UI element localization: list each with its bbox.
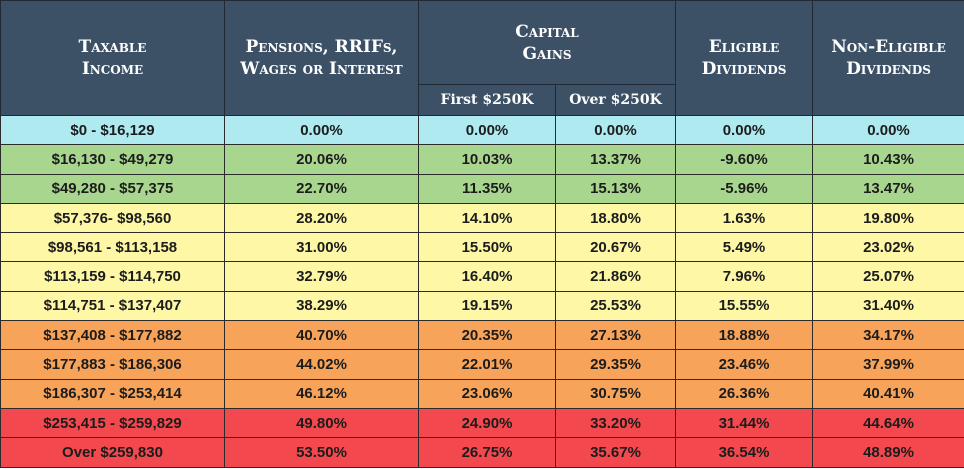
table-row: $114,751 - $137,407 38.29% 19.15% 25.53% 15.… <box>0 290 964 322</box>
header-capital-gains: Capital Gains <box>418 0 676 85</box>
cell-eligible-dividends: 15.55% <box>675 290 813 322</box>
cell-eligible-dividends: 5.49% <box>675 232 813 263</box>
table-row: $0 - $16,129 0.00% 0.00% 0.00% 0.00% 0.00% <box>0 114 964 146</box>
cell-taxable-income: $114,751 - $137,407 <box>0 290 225 322</box>
cell-eligible-dividends: 0.00% <box>675 114 813 146</box>
cell-taxable-income: $186,307 - $253,414 <box>0 378 225 409</box>
cell-non-eligible-dividends: 19.80% <box>812 202 964 234</box>
table-row: $186,307 - $253,414 46.12% 23.06% 30.75% 26.… <box>0 378 964 409</box>
cell-capital-gains-over-250k: 27.13% <box>555 320 676 351</box>
cell-taxable-income: $16,130 - $49,279 <box>0 144 225 175</box>
header-over-250k: Over $250K <box>555 84 676 116</box>
cell-capital-gains-first-250k: 16.40% <box>418 261 556 292</box>
cell-taxable-income: $0 - $16,129 <box>0 114 225 146</box>
cell-capital-gains-first-250k: 11.35% <box>418 173 556 204</box>
cell-taxable-income: Over $259,830 <box>0 437 225 468</box>
cell-taxable-income: $177,883 - $186,306 <box>0 349 225 380</box>
cell-pensions-rate: 31.00% <box>224 232 419 263</box>
cell-eligible-dividends: 23.46% <box>675 349 813 380</box>
cell-capital-gains-first-250k: 19.15% <box>418 290 556 322</box>
table-row: $177,883 - $186,306 44.02% 22.01% 29.35% 23.… <box>0 349 964 380</box>
cell-pensions-rate: 22.70% <box>224 173 419 204</box>
cell-pensions-rate: 20.06% <box>224 144 419 175</box>
table-row: Over $259,830 53.50% 26.75% 35.67% 36.54% 48.… <box>0 437 964 468</box>
cell-non-eligible-dividends: 25.07% <box>812 261 964 292</box>
cell-pensions-rate: 49.80% <box>224 407 419 439</box>
cell-capital-gains-first-250k: 20.35% <box>418 320 556 351</box>
table-row: $137,408 - $177,882 40.70% 20.35% 27.13% 18.… <box>0 320 964 351</box>
cell-eligible-dividends: 1.63% <box>675 202 813 234</box>
cell-capital-gains-over-250k: 0.00% <box>555 114 676 146</box>
cell-capital-gains-over-250k: 13.37% <box>555 144 676 175</box>
table-row: $49,280 - $57,375 22.70% 11.35% 15.13% -5.96… <box>0 173 964 204</box>
cell-pensions-rate: 40.70% <box>224 320 419 351</box>
cell-capital-gains-over-250k: 25.53% <box>555 290 676 322</box>
header-pensions: Pensions, RRIFs, Wages or Interest <box>224 0 419 116</box>
cell-eligible-dividends: 18.88% <box>675 320 813 351</box>
table-row: $113,159 - $114,750 32.79% 16.40% 21.86% 7.9… <box>0 261 964 292</box>
cell-non-eligible-dividends: 44.64% <box>812 407 964 439</box>
table-row: $253,415 - $259,829 49.80% 24.90% 33.20% 31.… <box>0 407 964 439</box>
cell-capital-gains-first-250k: 15.50% <box>418 232 556 263</box>
subheader-row: First $250K Over $250K <box>1 84 964 116</box>
cell-taxable-income: $49,280 - $57,375 <box>0 173 225 204</box>
cell-eligible-dividends: 7.96% <box>675 261 813 292</box>
cell-eligible-dividends: 26.36% <box>675 378 813 409</box>
cell-pensions-rate: 53.50% <box>224 437 419 468</box>
cell-eligible-dividends: -9.60% <box>675 144 813 175</box>
cell-capital-gains-over-250k: 20.67% <box>555 232 676 263</box>
cell-capital-gains-first-250k: 10.03% <box>418 144 556 175</box>
cell-pensions-rate: 44.02% <box>224 349 419 380</box>
cell-capital-gains-first-250k: 22.01% <box>418 349 556 380</box>
cell-capital-gains-over-250k: 30.75% <box>555 378 676 409</box>
cell-capital-gains-over-250k: 33.20% <box>555 407 676 439</box>
cell-eligible-dividends: 31.44% <box>675 407 813 439</box>
cell-capital-gains-first-250k: 14.10% <box>418 202 556 234</box>
cell-capital-gains-first-250k: 24.90% <box>418 407 556 439</box>
cell-capital-gains-over-250k: 21.86% <box>555 261 676 292</box>
cell-non-eligible-dividends: 10.43% <box>812 144 964 175</box>
cell-capital-gains-first-250k: 23.06% <box>418 378 556 409</box>
cell-pensions-rate: 46.12% <box>224 378 419 409</box>
cell-non-eligible-dividends: 40.41% <box>812 378 964 409</box>
cell-non-eligible-dividends: 31.40% <box>812 290 964 322</box>
cell-non-eligible-dividends: 48.89% <box>812 437 964 468</box>
table-row: $16,130 - $49,279 20.06% 10.03% 13.37% -9.60… <box>0 144 964 175</box>
header-eligible-dividends: Eligible Dividends <box>675 0 813 116</box>
cell-capital-gains-over-250k: 29.35% <box>555 349 676 380</box>
cell-taxable-income: $137,408 - $177,882 <box>0 320 225 351</box>
cell-pensions-rate: 38.29% <box>224 290 419 322</box>
cell-pensions-rate: 0.00% <box>224 114 419 146</box>
cell-taxable-income: $57,376- $98,560 <box>0 202 225 234</box>
cell-non-eligible-dividends: 13.47% <box>812 173 964 204</box>
cell-non-eligible-dividends: 34.17% <box>812 320 964 351</box>
cell-non-eligible-dividends: 0.00% <box>812 114 964 146</box>
cell-capital-gains-first-250k: 0.00% <box>418 114 556 146</box>
cell-taxable-income: $113,159 - $114,750 <box>0 261 225 292</box>
cell-non-eligible-dividends: 23.02% <box>812 232 964 263</box>
table-row: $98,561 - $113,158 31.00% 15.50% 20.67% 5.49… <box>0 232 964 263</box>
header-first-250k: First $250K <box>418 84 556 116</box>
cell-non-eligible-dividends: 37.99% <box>812 349 964 380</box>
cell-eligible-dividends: -5.96% <box>675 173 813 204</box>
cell-capital-gains-over-250k: 18.80% <box>555 202 676 234</box>
cell-taxable-income: $98,561 - $113,158 <box>0 232 225 263</box>
table-row: $57,376- $98,560 28.20% 14.10% 18.80% 1.63% 1… <box>0 202 964 234</box>
cell-capital-gains-over-250k: 15.13% <box>555 173 676 204</box>
cell-taxable-income: $253,415 - $259,829 <box>0 407 225 439</box>
cell-capital-gains-first-250k: 26.75% <box>418 437 556 468</box>
cell-pensions-rate: 32.79% <box>224 261 419 292</box>
header-non-eligible-dividends: Non-Eligible Dividends <box>812 0 964 116</box>
cell-eligible-dividends: 36.54% <box>675 437 813 468</box>
header-taxable-income: Taxable Income <box>0 0 225 116</box>
cell-pensions-rate: 28.20% <box>224 202 419 234</box>
header-row: Taxable Income Pensions, RRIFs, Wages or… <box>0 0 964 116</box>
cell-capital-gains-over-250k: 35.67% <box>555 437 676 468</box>
